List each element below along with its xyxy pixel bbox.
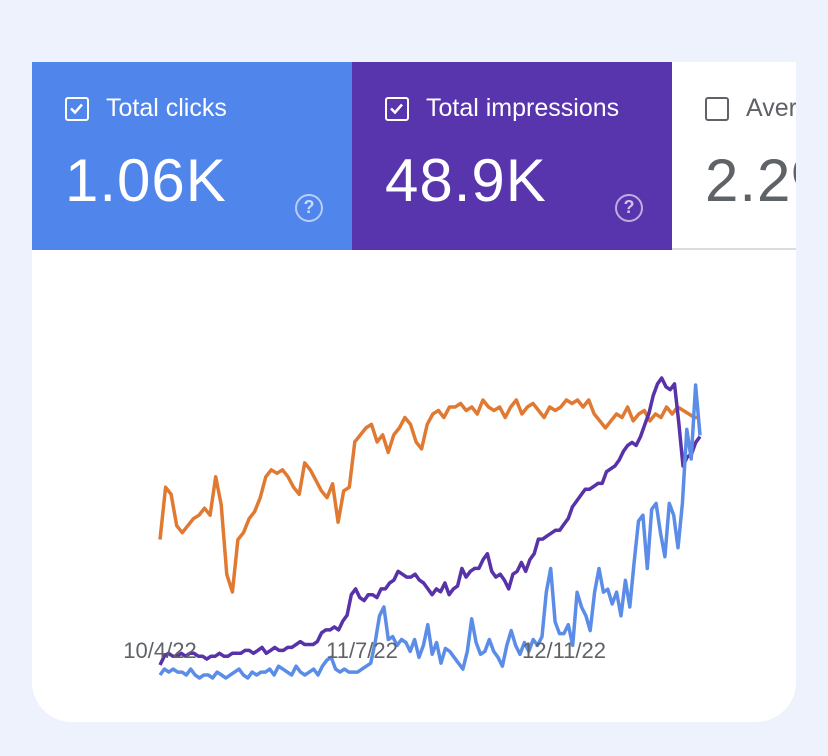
metric-tabs: Total clicks 1.06K ? Total impressions 4…: [32, 62, 796, 250]
help-circle-icon[interactable]: ?: [615, 194, 643, 222]
checkbox-checked-icon[interactable]: [65, 97, 89, 121]
metric-label: Total impressions: [426, 94, 620, 122]
series-line-total-impressions: [158, 376, 702, 666]
metric-value: 2.2%: [705, 147, 796, 214]
metric-value: 1.06K: [65, 147, 227, 214]
checkbox-unchecked-icon[interactable]: [705, 97, 729, 121]
x-tick-label: 12/11/22: [522, 638, 606, 663]
metric-tab-average-ctr[interactable]: Average CTR 2.2%: [672, 62, 796, 250]
x-tick-label: 11/7/22: [326, 638, 398, 663]
checkbox-checked-icon[interactable]: [385, 97, 409, 121]
x-tick-label: 10/4/22: [123, 638, 196, 663]
metric-value: 48.9K: [385, 147, 547, 214]
metric-tab-total-impressions[interactable]: Total impressions 48.9K ?: [352, 62, 672, 250]
performance-line-chart: 10/4/22 11/7/22 12/11/22: [123, 376, 702, 680]
metric-label: Total clicks: [106, 94, 227, 122]
performance-card: Total clicks 1.06K ? Total impressions 4…: [32, 62, 796, 722]
series-line-total-clicks: [158, 383, 702, 680]
help-circle-icon[interactable]: ?: [295, 194, 323, 222]
series-line-average-ctr: [158, 398, 700, 594]
metric-label: Average CTR: [746, 94, 796, 122]
metric-tab-total-clicks[interactable]: Total clicks 1.06K ?: [32, 62, 352, 250]
